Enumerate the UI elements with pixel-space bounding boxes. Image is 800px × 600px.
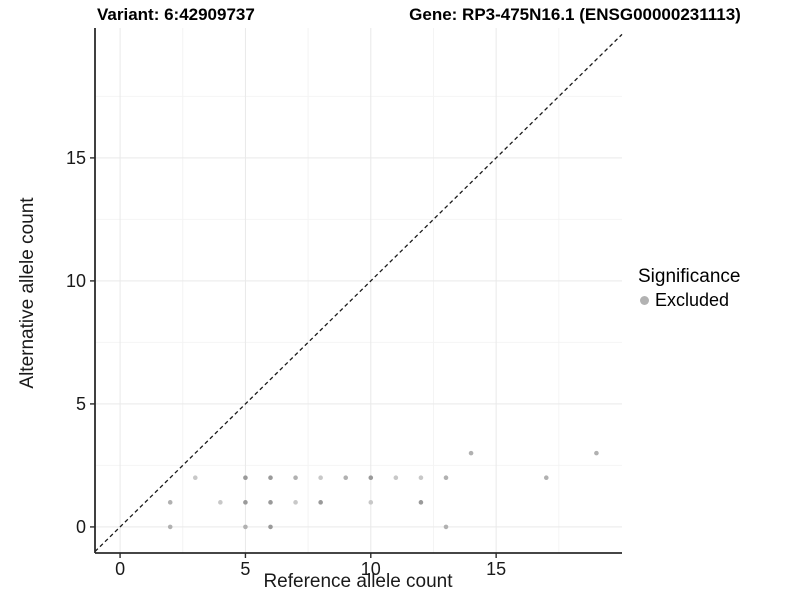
legend-item-excluded: Excluded	[638, 290, 740, 311]
data-point	[268, 500, 273, 505]
data-point	[443, 475, 449, 481]
x-tick-label: 5	[240, 559, 250, 579]
identity-reference-line	[94, 33, 623, 552]
data-point	[243, 524, 248, 530]
x-tick-label: 10	[361, 559, 381, 579]
y-axis-title: Alternative allele count	[17, 197, 38, 389]
legend-item-label: Excluded	[655, 290, 730, 310]
data-point	[368, 475, 374, 481]
data-point	[293, 475, 298, 481]
data-point	[418, 475, 424, 481]
data-point	[293, 500, 298, 505]
y-tick-label: 10	[66, 271, 86, 291]
data-point	[468, 450, 474, 456]
data-point	[393, 475, 399, 481]
y-tick-label: 5	[76, 394, 86, 414]
x-tick-label: 0	[115, 559, 125, 579]
legend: Significance Excluded	[638, 266, 740, 311]
data-point	[418, 500, 424, 505]
data-point	[318, 500, 323, 505]
y-tick-label: 15	[66, 148, 86, 168]
data-point	[343, 475, 349, 481]
gene-title: Gene: RP3-475N16.1 (ENSG00000231113)	[409, 5, 741, 24]
legend-title: Significance	[638, 266, 741, 287]
x-tick-label: 15	[486, 559, 506, 579]
data-point	[268, 524, 273, 530]
data-point	[368, 500, 374, 505]
data-point	[243, 500, 248, 505]
data-point	[243, 475, 248, 481]
data-point	[167, 500, 173, 505]
data-point	[192, 475, 198, 481]
excluded-dot-icon	[640, 296, 649, 305]
data-point	[167, 524, 173, 530]
data-point	[318, 475, 323, 481]
data-point	[268, 475, 273, 481]
data-point	[594, 450, 599, 456]
data-point	[218, 500, 223, 505]
y-tick-label: 0	[76, 517, 86, 537]
y-axis-title-wrap: Alternative allele count	[15, 53, 41, 533]
data-point	[543, 475, 549, 481]
data-point	[443, 524, 449, 530]
variant-title: Variant: 6:42909737	[97, 5, 255, 24]
x-axis-title: Reference allele count	[263, 571, 453, 592]
